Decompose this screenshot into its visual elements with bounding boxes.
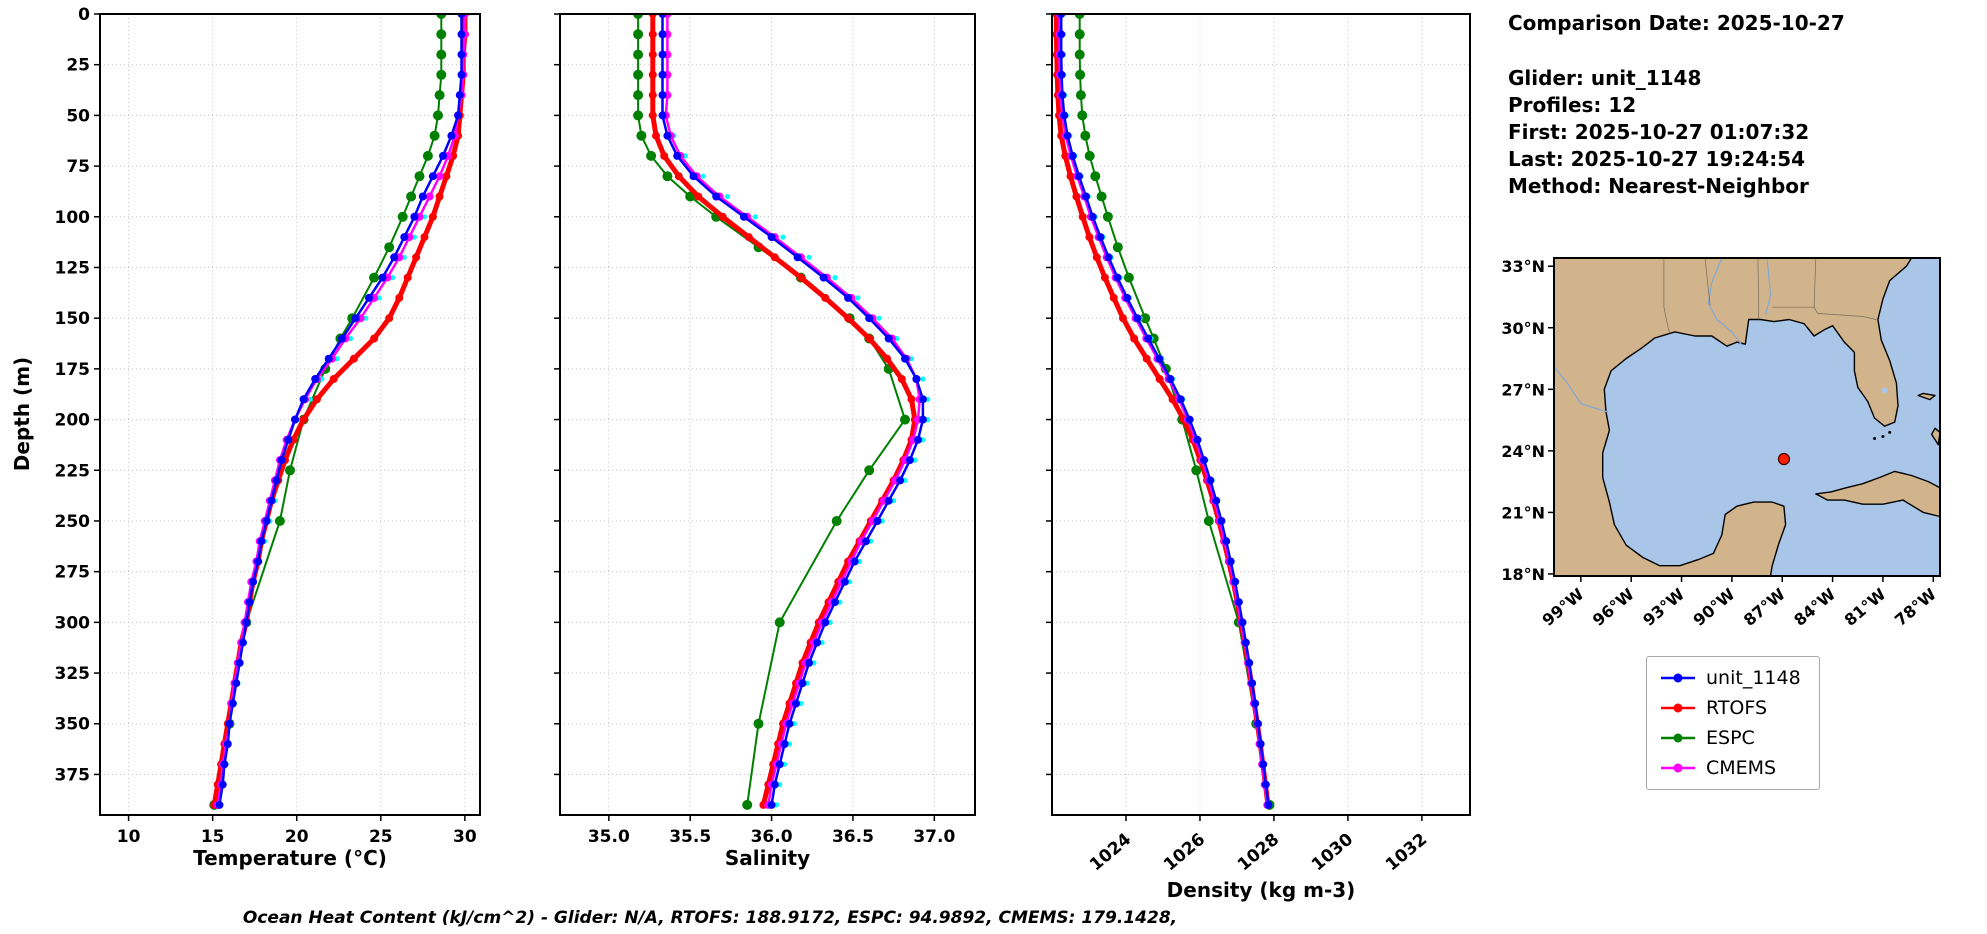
grid: [100, 13, 480, 815]
subplot-2: 1024 1026 1028 1030 1032: [1046, 13, 1471, 876]
gulf-of-mexico-map: 33°N 30°N 27°N 24°N 21°N 18°N99°W 96°W 93°W 90°W…: [1501, 257, 1941, 630]
svg-text:93°W: 93°W: [1639, 584, 1688, 630]
info-spacer: [1508, 37, 1845, 65]
legend-item-espc: ESPC: [1659, 727, 1801, 749]
svg-text:10: 10: [117, 827, 141, 847]
svg-text:18°N: 18°N: [1501, 565, 1545, 584]
svg-text:90°W: 90°W: [1690, 584, 1739, 630]
svg-text:21°N: 21°N: [1501, 503, 1545, 522]
svg-text:84°W: 84°W: [1790, 584, 1839, 630]
svg-text:30: 30: [453, 827, 477, 847]
svg-text:375: 375: [55, 765, 91, 785]
series-unit_1148: [215, 14, 466, 809]
svg-text:36.0: 36.0: [751, 827, 793, 847]
temperature-axis-label: Temperature (°C): [193, 846, 387, 870]
subplot-0: 10 15 20 25 30025507510012515017520022525027…: [55, 5, 481, 847]
glider-name-text: Glider: unit_1148: [1508, 66, 1702, 90]
svg-text:350: 350: [55, 715, 91, 735]
legend-label: ESPC: [1706, 727, 1755, 749]
svg-text:275: 275: [55, 563, 91, 583]
series-RTOFS: [210, 14, 469, 809]
depth-axis-label: Depth (m): [10, 356, 34, 472]
series-ESPC: [1074, 14, 1275, 810]
ocean-heat-content-text: Ocean Heat Content (kJ/cm^2) - Glider: N…: [242, 908, 1178, 928]
glider-position-marker: [1777, 452, 1791, 466]
svg-text:35.5: 35.5: [669, 827, 711, 847]
svg-text:96°W: 96°W: [1589, 584, 1638, 630]
salinity-axis-label: Salinity: [724, 846, 811, 870]
svg-text:200: 200: [55, 411, 91, 431]
method-text: Method: Nearest-Neighbor: [1508, 174, 1809, 198]
legend-label: unit_1148: [1706, 667, 1801, 689]
svg-text:20: 20: [285, 827, 309, 847]
legend-label: RTOFS: [1706, 697, 1768, 719]
svg-text:150: 150: [55, 309, 91, 329]
svg-text:27°N: 27°N: [1501, 380, 1545, 399]
series-RTOFS: [648, 14, 919, 809]
svg-text:36.5: 36.5: [832, 827, 874, 847]
svg-text:300: 300: [55, 613, 91, 633]
svg-text:30°N: 30°N: [1501, 319, 1545, 338]
legend-swatch-line-dot: [1661, 703, 1695, 713]
density-axis-label: Density (kg m-3): [1166, 878, 1356, 902]
subplot-1: 35.0 35.5 36.0 36.5 37.0: [554, 13, 976, 847]
profile-plots: 10 15 20 25 30025507510012515017520022525027…: [55, 5, 1471, 876]
svg-text:1032: 1032: [1382, 830, 1431, 876]
legend-item-unit-1148: unit_1148: [1659, 667, 1801, 689]
legend-label: CMEMS: [1706, 757, 1777, 779]
series-ESPC: [633, 14, 910, 810]
svg-text:1028: 1028: [1234, 830, 1283, 876]
svg-text:50: 50: [66, 106, 90, 126]
svg-text:15: 15: [201, 827, 225, 847]
svg-text:1026: 1026: [1160, 830, 1209, 876]
svg-text:1024: 1024: [1086, 829, 1135, 875]
svg-text:225: 225: [55, 461, 91, 481]
series-CMEMS: [213, 14, 469, 809]
first-profile-time-text: First: 2025-10-27 01:07:32: [1508, 120, 1810, 144]
comparison-date-text: Comparison Date: 2025-10-27: [1508, 11, 1845, 35]
svg-text:33°N: 33°N: [1501, 257, 1545, 276]
legend-swatch-line-dot: [1661, 733, 1695, 743]
svg-text:25: 25: [66, 56, 90, 76]
svg-text:81°W: 81°W: [1841, 584, 1890, 630]
legend-swatch-line-dot: [1661, 673, 1695, 683]
legend-item-cmems: CMEMS: [1659, 757, 1801, 779]
svg-text:100: 100: [55, 208, 91, 228]
svg-text:37.0: 37.0: [913, 827, 955, 847]
legend: unit_1148 RTOFS ESPC CMEMS: [1646, 656, 1820, 790]
svg-text:35.0: 35.0: [588, 827, 630, 847]
svg-text:125: 125: [55, 258, 91, 278]
last-profile-time-text: Last: 2025-10-27 19:24:54: [1508, 147, 1806, 171]
svg-text:1030: 1030: [1308, 829, 1357, 875]
svg-text:99°W: 99°W: [1539, 584, 1588, 630]
series-CMEMS: [1055, 14, 1272, 809]
svg-text:325: 325: [55, 664, 91, 684]
legend-item-rtofs: RTOFS: [1659, 697, 1801, 719]
svg-text:78°W: 78°W: [1891, 584, 1940, 630]
svg-text:75: 75: [66, 157, 90, 177]
profiles-count-text: Profiles: 12: [1508, 93, 1637, 117]
series-unit_1148: [1057, 14, 1273, 809]
map-canvas: 33°N 30°N 27°N 24°N 21°N 18°N99°W 96°W 93°W 90°W…: [1501, 257, 1941, 630]
series-glider-profiles: [1060, 14, 1273, 808]
svg-text:24°N: 24°N: [1501, 442, 1545, 461]
grid: [1052, 13, 1470, 815]
legend-swatch-line-dot: [1661, 763, 1695, 773]
svg-text:250: 250: [55, 512, 91, 532]
svg-text:25: 25: [369, 827, 393, 847]
svg-text:87°W: 87°W: [1740, 584, 1789, 630]
metadata-panel: Comparison Date: 2025-10-27 Glider: unit…: [1508, 10, 1845, 200]
series-glider-profiles: [218, 14, 466, 808]
series-unit_1148: [658, 14, 927, 809]
svg-text:175: 175: [55, 360, 91, 380]
grid: [560, 13, 975, 815]
series-ESPC: [209, 14, 447, 810]
svg-text:0: 0: [78, 5, 90, 25]
